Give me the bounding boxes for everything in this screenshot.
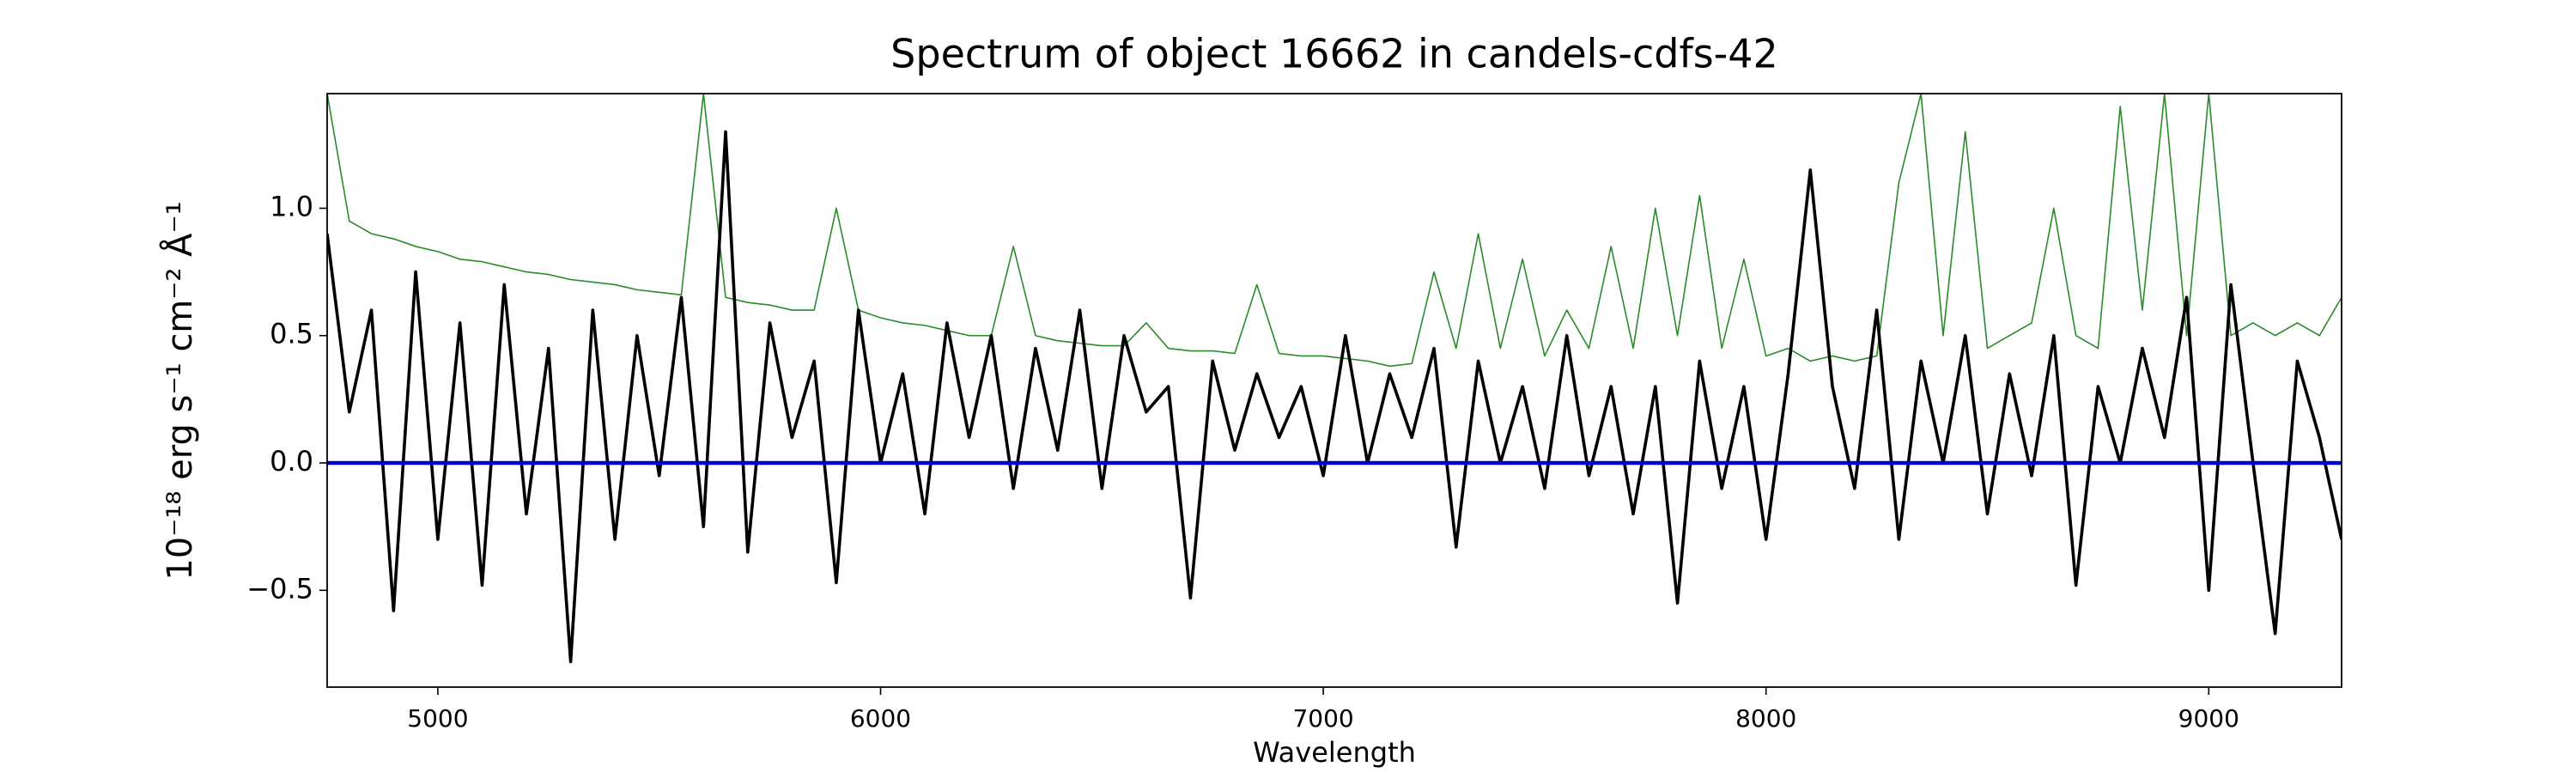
x-tick-label: 9000 — [2178, 704, 2239, 733]
spectrum-line — [327, 130, 2342, 664]
chart-title: Spectrum of object 16662 in candels-cdfs… — [890, 31, 1778, 77]
plot-frame — [326, 93, 2342, 688]
y-tick-label: −0.5 — [246, 572, 313, 605]
x-tick-label: 7000 — [1292, 704, 1353, 733]
y-tick-label: 1.0 — [270, 190, 313, 222]
spectrum-line — [327, 94, 2342, 368]
x-tick-label: 8000 — [1735, 704, 1796, 733]
x-axis-label: Wavelength — [1253, 736, 1416, 769]
y-tick-label: 0.5 — [270, 318, 313, 350]
y-axis-label: 10⁻¹⁸ erg s⁻¹ cm⁻² Å⁻¹ — [159, 201, 200, 580]
plot-area — [327, 94, 2342, 664]
x-tick-label: 6000 — [850, 704, 911, 733]
x-tick-label: 5000 — [407, 704, 468, 733]
y-tick-label: 0.0 — [270, 445, 313, 478]
